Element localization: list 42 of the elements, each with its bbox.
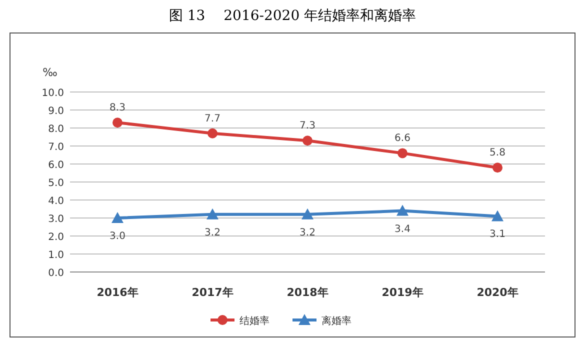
point <box>208 128 218 138</box>
x-tick-label: 2019年 <box>382 286 424 299</box>
y-tick-label: 8.0 <box>48 124 64 135</box>
y-tick-label: 1.0 <box>48 250 64 261</box>
legend-item: 离婚率 <box>292 314 352 327</box>
x-tick-label: 2016年 <box>96 286 138 299</box>
y-tick-label: 3.0 <box>48 214 64 225</box>
legend-label: 结婚率 <box>240 315 270 327</box>
y-axis-title: ‰ <box>42 66 58 79</box>
y-tick-label: 9.0 <box>48 106 64 117</box>
y-tick-label: 2.0 <box>48 232 64 243</box>
point <box>112 118 122 128</box>
data-label: 3.2 <box>300 227 316 238</box>
y-tick-label: 5.0 <box>48 178 64 189</box>
data-label: 6.6 <box>394 133 410 144</box>
point <box>398 148 408 158</box>
data-label: 5.8 <box>490 148 506 159</box>
title: 图 13 2016-2020 年结婚率和离婚率 <box>168 8 416 24</box>
point <box>492 162 502 173</box>
point <box>302 136 312 146</box>
data-label: 3.0 <box>110 231 126 242</box>
point <box>492 210 504 222</box>
legend-label: 离婚率 <box>322 315 352 327</box>
x-tick-label: 2020年 <box>476 286 518 299</box>
legend-item: 结婚率 <box>210 315 270 327</box>
data-label: 3.4 <box>394 224 410 235</box>
point <box>112 212 124 223</box>
data-label: 3.1 <box>490 229 506 240</box>
y-tick-label: 4.0 <box>48 196 64 207</box>
data-label: 7.7 <box>204 113 220 124</box>
point <box>206 208 218 220</box>
x-tick-label: 2018年 <box>286 286 328 299</box>
y-tick-label: 7.0 <box>48 142 64 153</box>
point <box>396 204 408 216</box>
data-label: 7.3 <box>300 120 316 132</box>
y-tick-label: 0.0 <box>48 268 64 279</box>
data-label: 8.3 <box>110 102 126 114</box>
y-tick-label: 10.0 <box>42 88 64 99</box>
data-label: 3.2 <box>204 227 220 238</box>
y-tick-label: 6.0 <box>48 160 64 171</box>
point <box>302 208 314 220</box>
x-tick-label: 2017年 <box>192 286 234 299</box>
